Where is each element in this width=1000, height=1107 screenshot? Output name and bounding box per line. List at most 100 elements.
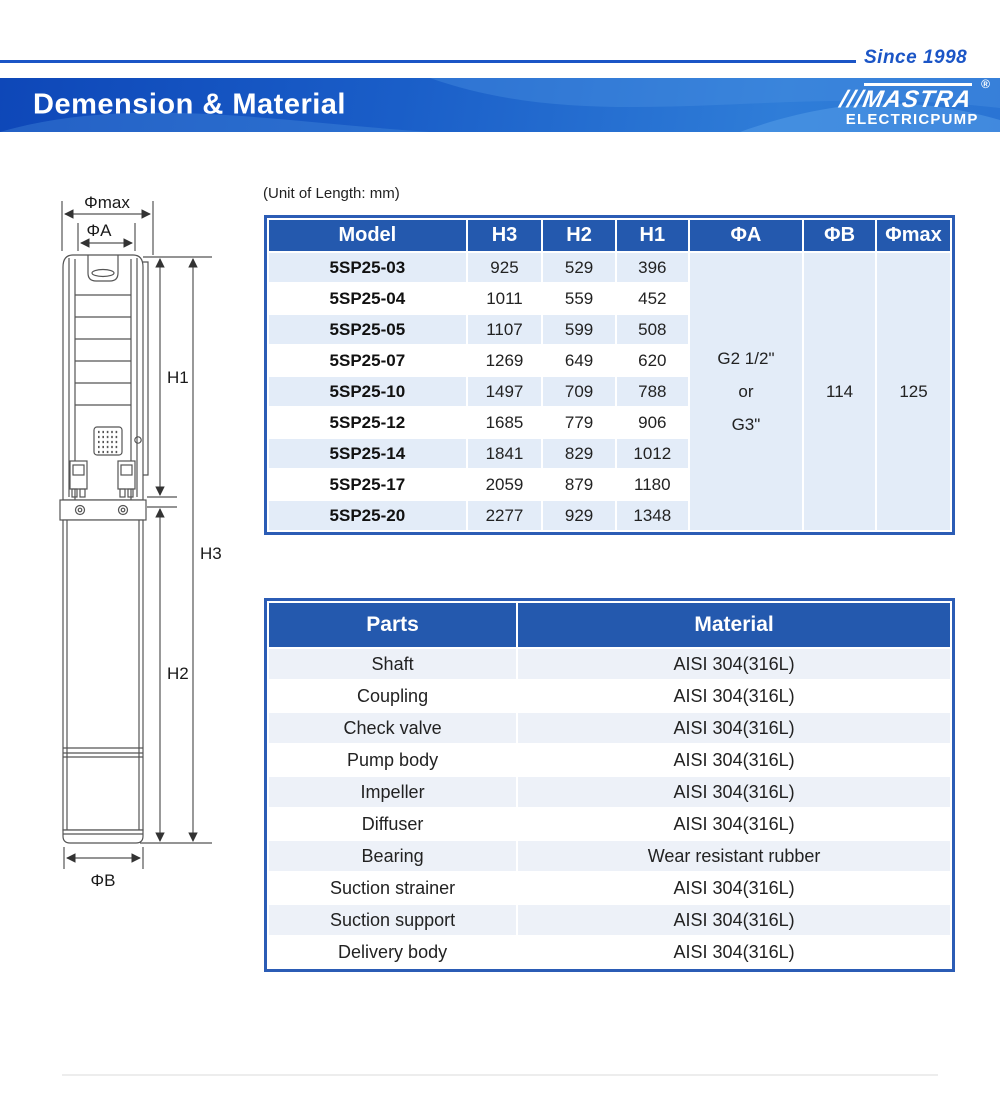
page-title: Demension & Material — [33, 88, 346, 121]
column-header: H3 — [467, 220, 542, 251]
column-header: Φmax — [877, 220, 950, 251]
part-cell: Suction support — [269, 905, 517, 935]
column-header: Model — [269, 220, 466, 251]
table-row: 5SP25-05 1107 599 508 — [269, 315, 950, 344]
part-cell: Pump body — [269, 745, 517, 775]
column-header: Parts — [269, 603, 517, 647]
table-row: 5SP25-12 1685 779 906 — [269, 408, 950, 437]
phimax-merged-cell: 125 — [877, 253, 950, 530]
value-cell: 649 — [543, 346, 615, 375]
column-header: ΦB — [804, 220, 876, 251]
table-row: Delivery body AISI 304(316L) — [269, 937, 950, 967]
phia-merged-cell: G2 1/2" or G3" — [689, 253, 803, 530]
brand-name: MASTRA — [861, 86, 975, 113]
since-divider-line — [0, 60, 856, 63]
table-row: Suction strainer AISI 304(316L) — [269, 873, 950, 903]
value-cell: 1011 — [467, 284, 542, 313]
table-row: Shaft AISI 304(316L) — [269, 649, 950, 679]
table-row: Suction support AISI 304(316L) — [269, 905, 950, 935]
table-row: 5SP25-17 2059 879 1180 — [269, 470, 950, 499]
value-cell: 906 — [616, 408, 688, 437]
table-row: Check valve AISI 304(316L) — [269, 713, 950, 743]
column-header: ΦA — [689, 220, 803, 251]
model-cell: 5SP25-10 — [269, 377, 466, 406]
phia-line: or — [738, 382, 754, 401]
material-cell: AISI 304(316L) — [518, 649, 950, 679]
value-cell: 599 — [543, 315, 615, 344]
table-row: Bearing Wear resistant rubber — [269, 841, 950, 871]
brand-logo: ///MASTRA ® ELECTRICPUMP — [838, 78, 990, 128]
dim-label-phia: ΦA — [87, 221, 113, 240]
pump-dimension-drawing: Φmax ΦA H1 H3 H2 ΦB — [30, 185, 260, 897]
value-cell: 529 — [543, 253, 615, 282]
table-row: 5SP25-03 925 529 396 G2 1/2" or G3" 114 125 — [269, 253, 950, 530]
column-header: H2 — [543, 220, 615, 251]
value-cell: 1180 — [616, 470, 688, 499]
parts-material-table: Parts Material Shaft AISI 304(316L) Couplin… — [264, 598, 955, 972]
unit-of-length-note: (Unit of Length: mm) — [263, 185, 400, 202]
material-cell: AISI 304(316L) — [518, 905, 950, 935]
material-cell: AISI 304(316L) — [518, 777, 950, 807]
value-cell: 879 — [543, 470, 615, 499]
model-cell: 5SP25-04 — [269, 284, 466, 313]
dim-label-h3: H3 — [200, 544, 222, 563]
value-cell: 1269 — [467, 346, 542, 375]
value-cell: 1685 — [467, 408, 542, 437]
column-header: Material — [518, 603, 950, 647]
part-cell: Shaft — [269, 649, 517, 679]
value-cell: 925 — [467, 253, 542, 282]
table-row: Coupling AISI 304(316L) — [269, 681, 950, 711]
part-cell: Diffuser — [269, 809, 517, 839]
pump-drawing-svg: Φmax ΦA H1 H3 H2 ΦB — [59, 193, 222, 890]
header-row: Parts Material — [269, 603, 950, 647]
dim-label-phimax: Φmax — [84, 193, 130, 212]
banner-wave-decoration — [0, 78, 1000, 132]
value-cell: 2059 — [467, 470, 542, 499]
dimension-table: Model H3 H2 H1 ΦA ΦB Φmax 5SP25-03 925 529 396 G2 … — [264, 215, 955, 535]
value-cell: 396 — [616, 253, 688, 282]
dim-label-h2: H2 — [167, 664, 189, 683]
table-row: Diffuser AISI 304(316L) — [269, 809, 950, 839]
value-cell: 829 — [543, 439, 615, 468]
since-text: Since 1998 — [864, 47, 968, 68]
model-cell: 5SP25-03 — [269, 253, 466, 282]
value-cell: 559 — [543, 284, 615, 313]
table-row: 5SP25-10 1497 709 788 — [269, 377, 950, 406]
value-cell: 1497 — [467, 377, 542, 406]
model-cell: 5SP25-14 — [269, 439, 466, 468]
dim-label-h1: H1 — [167, 368, 189, 387]
part-cell: Suction strainer — [269, 873, 517, 903]
registered-mark-icon: ® — [981, 78, 990, 91]
value-cell: 779 — [543, 408, 615, 437]
phia-line: G2 1/2" — [717, 349, 775, 368]
value-cell: 1012 — [616, 439, 688, 468]
value-cell: 452 — [616, 284, 688, 313]
footer-divider-line — [62, 1074, 938, 1076]
value-cell: 508 — [616, 315, 688, 344]
value-cell: 620 — [616, 346, 688, 375]
phia-line: G3" — [731, 415, 761, 434]
material-cell: AISI 304(316L) — [518, 745, 950, 775]
phib-merged-cell: 114 — [804, 253, 876, 530]
material-cell: AISI 304(316L) — [518, 713, 950, 743]
material-cell: AISI 304(316L) — [518, 681, 950, 711]
material-cell: AISI 304(316L) — [518, 873, 950, 903]
column-header: H1 — [616, 220, 688, 251]
brand-wordmark: ///MASTRA ® — [838, 78, 990, 114]
value-cell: 929 — [543, 501, 615, 530]
parts-table-header: Parts Material — [269, 603, 950, 647]
dim-label-phib: ΦB — [91, 871, 116, 890]
table-row: 5SP25-14 1841 829 1012 — [269, 439, 950, 468]
material-cell: AISI 304(316L) — [518, 937, 950, 967]
model-cell: 5SP25-12 — [269, 408, 466, 437]
value-cell: 709 — [543, 377, 615, 406]
table-row: 5SP25-04 1011 559 452 — [269, 284, 950, 313]
value-cell: 2277 — [467, 501, 542, 530]
banner: Demension & Material ///MASTRA ® ELECTRI… — [0, 78, 1000, 132]
material-cell: AISI 304(316L) — [518, 809, 950, 839]
model-cell: 5SP25-07 — [269, 346, 466, 375]
model-cell: 5SP25-05 — [269, 315, 466, 344]
table-row: 5SP25-20 2277 929 1348 — [269, 501, 950, 530]
value-cell: 788 — [616, 377, 688, 406]
part-cell: Coupling — [269, 681, 517, 711]
